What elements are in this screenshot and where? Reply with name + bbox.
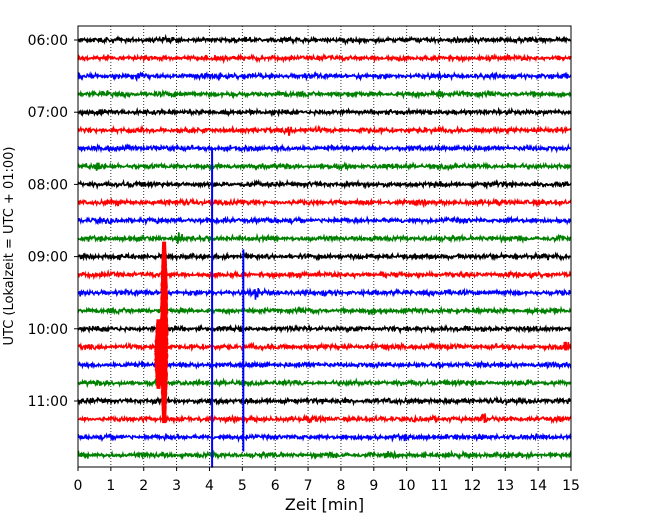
x-axis-label: Zeit [min] bbox=[285, 495, 364, 514]
x-tick-label: 8 bbox=[336, 478, 345, 494]
x-tick-label: 3 bbox=[172, 478, 181, 494]
seismic-trace bbox=[77, 52, 572, 65]
x-tick-label: 12 bbox=[463, 478, 481, 494]
seismic-trace bbox=[77, 106, 572, 118]
seismic-trace bbox=[77, 124, 572, 137]
x-tick-label: 11 bbox=[431, 478, 449, 494]
seismic-trace bbox=[77, 178, 572, 190]
x-tick-label: 14 bbox=[529, 478, 547, 494]
seismic-trace bbox=[77, 413, 572, 425]
x-tick-label: 2 bbox=[139, 478, 148, 494]
x-axis-ticks: 0 1 2 3 4 5 6 7 8 9 10 11 12 13 14 15 bbox=[74, 467, 580, 494]
seismic-trace bbox=[77, 305, 572, 316]
x-tick-label: 5 bbox=[238, 478, 247, 494]
seismic-trace bbox=[77, 250, 572, 262]
seismic-trace bbox=[77, 449, 572, 461]
x-tick-label: 0 bbox=[74, 478, 83, 494]
seismic-trace bbox=[77, 89, 572, 100]
x-tick-label: 4 bbox=[205, 478, 214, 494]
seismic-traces bbox=[77, 33, 572, 461]
x-tick-label: 13 bbox=[496, 478, 514, 494]
seismic-trace bbox=[77, 269, 572, 281]
seismic-trace bbox=[77, 142, 572, 154]
event-spike bbox=[159, 241, 169, 424]
x-tick-label: 6 bbox=[271, 478, 280, 494]
seismic-trace bbox=[77, 286, 572, 300]
x-tick-label: 15 bbox=[562, 478, 580, 494]
seismic-trace bbox=[77, 161, 572, 172]
plot-frame bbox=[77, 25, 572, 468]
x-tick-label: 7 bbox=[304, 478, 313, 494]
y-tick-label: 08:00 bbox=[28, 177, 68, 193]
y-tick-label: 06:00 bbox=[28, 33, 68, 49]
y-tick-label: 09:00 bbox=[28, 250, 68, 266]
x-tick-label: 9 bbox=[369, 478, 378, 494]
seismic-trace bbox=[77, 340, 572, 353]
seismic-trace bbox=[77, 359, 572, 370]
event-spikes bbox=[153, 148, 245, 468]
y-tick-label: 10:00 bbox=[28, 322, 68, 338]
x-tick-label: 1 bbox=[106, 478, 115, 494]
seismic-trace bbox=[77, 232, 572, 244]
seismic-trace bbox=[77, 395, 572, 407]
y-axis-label: UTC (Lokalzeit = UTC + 01:00) bbox=[2, 147, 17, 346]
seismic-trace bbox=[77, 377, 572, 389]
event-spike bbox=[153, 319, 163, 389]
y-tick-label: 11:00 bbox=[28, 394, 68, 410]
y-axis-ticks: 06:00 07:00 08:00 09:00 10:00 11:00 bbox=[28, 33, 78, 410]
seismic-trace bbox=[77, 33, 572, 46]
seismic-trace bbox=[77, 323, 572, 335]
seismic-trace bbox=[77, 70, 572, 83]
seismic-trace bbox=[77, 432, 572, 444]
seismic-trace bbox=[77, 197, 572, 209]
seismic-trace bbox=[77, 215, 572, 226]
y-tick-label: 07:00 bbox=[28, 105, 68, 121]
x-tick-label: 10 bbox=[398, 478, 416, 494]
